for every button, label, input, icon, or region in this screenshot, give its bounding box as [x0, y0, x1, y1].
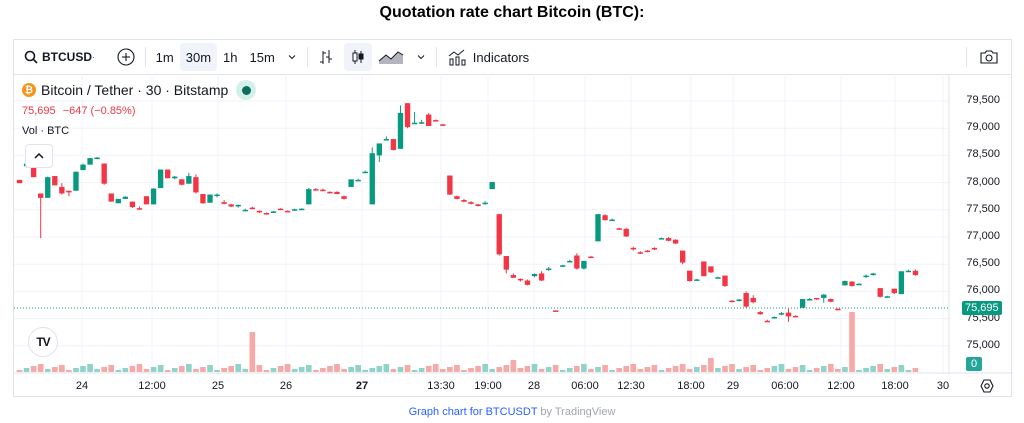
chart-type-dropdown[interactable]: [410, 43, 432, 71]
volume-legend: Vol · BTC: [22, 125, 70, 137]
footer-attribution: Graph chart for BTCUSDT by TradingView: [0, 406, 1024, 418]
area-chart-icon: [378, 51, 404, 64]
time-axis-label: 29: [726, 380, 740, 392]
chart-link[interactable]: Graph chart for BTCUSDT: [408, 406, 538, 418]
last-price-tag: 75,695: [962, 301, 1002, 315]
time-axis-label: 30: [936, 380, 950, 392]
symbol-label: BTCUSD: [42, 50, 92, 64]
time-axis[interactable]: 24 12:00 25 26 27 13:30 19:00 28 06:00 12:30 18:00…: [14, 374, 1011, 398]
chevron-up-icon: [34, 152, 44, 159]
bitcoin-logo-icon: ₿: [22, 83, 36, 97]
divider: [306, 47, 308, 67]
price-axis-label: 78,000: [966, 175, 1000, 188]
legend-change: −647 (−0.85%): [62, 105, 136, 117]
indicators-button[interactable]: Indicators: [441, 43, 535, 71]
chevron-down-icon: [288, 55, 296, 60]
interval-15m[interactable]: 15m: [249, 49, 275, 65]
time-axis-label: 18:00: [677, 380, 705, 392]
by-tradingview-text: by TradingView: [537, 406, 616, 418]
market-open-indicator-icon: [236, 80, 257, 100]
time-axis-label: 28: [527, 380, 541, 392]
compare-symbol-button[interactable]: [111, 43, 141, 71]
candlestick-icon: [352, 50, 364, 64]
time-axis-label: 24: [75, 380, 89, 392]
interval-dropdown[interactable]: [281, 43, 303, 71]
symbol-search-button[interactable]: BTCUSD ·: [18, 43, 101, 71]
time-axis-label: 18:00: [881, 380, 909, 392]
add-symbol-icon: [117, 48, 135, 66]
indicators-icon: [448, 49, 466, 66]
divider: [435, 47, 437, 67]
tradingview-widget: BTCUSD · 1m 30m 1h 15m Indicators: [13, 39, 1013, 398]
time-axis-label: 26: [279, 380, 293, 392]
page-title: Quotation rate chart Bitcoin (BTC):: [379, 4, 645, 21]
area-chart-type-button[interactable]: [372, 43, 410, 71]
legend-price: 75,695: [22, 105, 56, 117]
bar-chart-icon: [319, 50, 332, 64]
time-axis-label: 12:00: [827, 380, 855, 392]
interval-1h[interactable]: 1h: [223, 49, 238, 65]
price-axis-label: 76,000: [966, 284, 1000, 297]
chart-legend: ₿ Bitcoin / Tether · 30 · Bitstamp 75,69…: [22, 80, 257, 137]
chart-toolbar: BTCUSD · 1m 30m 1h 15m Indicators: [14, 40, 1011, 75]
time-axis-label: 27: [355, 380, 369, 392]
price-axis-label: 76,500: [966, 257, 1000, 270]
interval-1m[interactable]: 1m: [155, 49, 174, 65]
price-axis-label: 78,500: [966, 148, 1000, 161]
legend-title: Bitcoin / Tether · 30 · Bitstamp: [41, 82, 229, 98]
time-axis-label: 13:30: [427, 380, 455, 392]
price-axis-label: 75,000: [966, 338, 1000, 351]
time-axis-label: 12:00: [138, 380, 166, 392]
settings-icon[interactable]: [979, 378, 995, 394]
bar-chart-type-button[interactable]: [312, 43, 340, 71]
candlestick-chart-type-button[interactable]: [343, 43, 372, 71]
chevron-down-icon: [417, 55, 425, 60]
price-axis-label: 79,500: [966, 94, 1000, 106]
last-volume-tag: 0: [966, 357, 983, 371]
snapshot-button[interactable]: [973, 43, 1005, 71]
price-axis-label: 77,000: [966, 230, 1000, 242]
time-axis-label: 06:00: [571, 380, 599, 392]
divider: [966, 47, 967, 67]
price-axis-label: 79,000: [966, 121, 1000, 134]
price-axis-label: 77,500: [966, 202, 1000, 215]
indicators-label: Indicators: [472, 49, 530, 65]
camera-icon: [980, 50, 998, 64]
time-axis-label: 12:30: [617, 380, 645, 392]
time-axis-label: 19:00: [474, 380, 502, 392]
search-icon: [24, 50, 38, 64]
divider: [144, 47, 146, 67]
time-axis-label: 06:00: [771, 380, 799, 392]
interval-30m[interactable]: 30m: [179, 43, 218, 71]
price-chart[interactable]: [14, 40, 1013, 374]
tradingview-logo-icon[interactable]: TV: [28, 327, 58, 357]
time-axis-label: 25: [211, 380, 225, 392]
collapse-legend-button[interactable]: [25, 144, 53, 168]
